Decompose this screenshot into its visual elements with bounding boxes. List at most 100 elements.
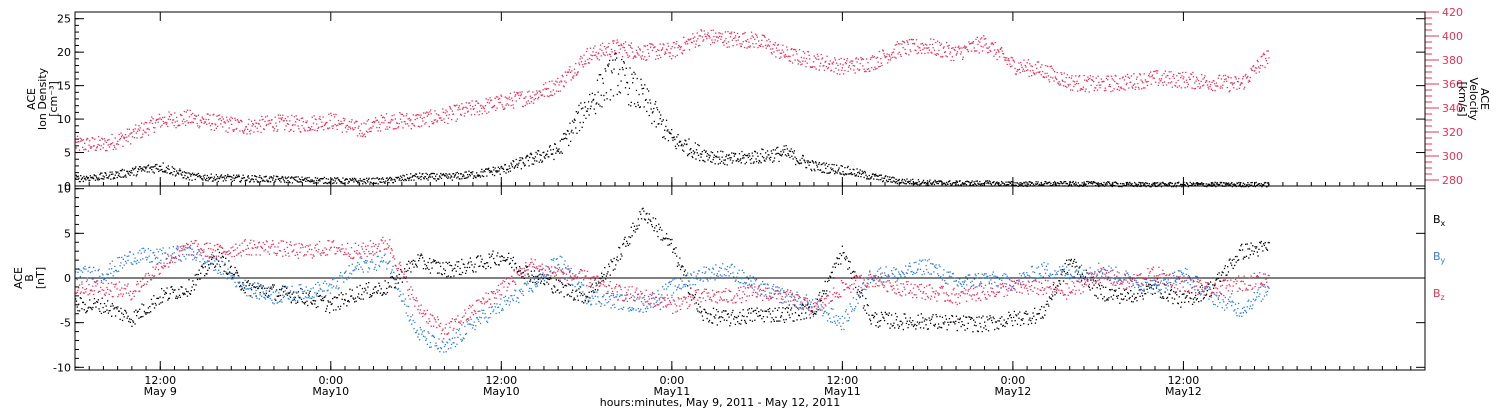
velocity-point: [241, 130, 244, 132]
b-point: [454, 267, 456, 270]
density-point: [572, 132, 574, 134]
b-point: [458, 273, 461, 275]
b-point: [114, 315, 117, 317]
velocity-point: [646, 44, 648, 47]
density-point: [937, 182, 939, 185]
velocity-point: [564, 71, 567, 73]
density-point: [373, 182, 375, 184]
velocity-point: [886, 53, 888, 55]
velocity-point: [721, 33, 723, 35]
density-point: [962, 182, 964, 184]
density-point: [992, 182, 994, 184]
velocity-point: [636, 51, 638, 54]
b-point: [143, 304, 145, 306]
velocity-point: [151, 116, 153, 118]
velocity-point: [753, 46, 755, 48]
velocity-point: [761, 34, 764, 36]
density-point: [145, 168, 147, 170]
b-point: [235, 272, 237, 274]
density-point: [633, 103, 636, 105]
density-point: [746, 155, 748, 157]
velocity-point: [206, 113, 208, 115]
b-point: [505, 259, 507, 261]
density-point: [105, 172, 107, 174]
b-point: [744, 321, 747, 323]
density-point: [686, 143, 688, 145]
velocity-point: [484, 110, 486, 112]
velocity-point: [979, 38, 982, 40]
b-point: [86, 310, 88, 312]
velocity-point: [1149, 76, 1151, 78]
density-point: [891, 181, 893, 183]
b-point: [603, 273, 605, 276]
velocity-point: [1084, 90, 1086, 92]
b-point: [153, 295, 155, 297]
density-point: [1142, 182, 1144, 184]
density-point: [675, 147, 677, 150]
density-point: [119, 175, 121, 178]
density-point: [1005, 181, 1007, 183]
velocity-point: [954, 49, 956, 51]
velocity-point: [83, 149, 85, 151]
velocity-point: [475, 100, 477, 102]
velocity-point: [395, 128, 397, 130]
velocity-point: [1135, 86, 1137, 88]
velocity-point: [522, 105, 524, 108]
density-point: [656, 107, 658, 109]
density-point: [447, 177, 449, 180]
velocity-point: [321, 121, 323, 123]
density-point: [336, 177, 338, 179]
velocity-point: [1050, 76, 1052, 78]
velocity-point: [509, 92, 512, 94]
b-point: [254, 286, 256, 288]
b-point: [801, 312, 803, 314]
density-point: [165, 170, 167, 172]
velocity-point: [846, 60, 848, 62]
b-point: [640, 213, 642, 215]
density-point: [611, 72, 613, 74]
velocity-point: [705, 36, 707, 38]
density-point: [951, 183, 953, 185]
velocity-point: [89, 140, 91, 142]
velocity-point: [780, 56, 782, 58]
density-point: [628, 104, 630, 106]
velocity-point: [1204, 75, 1206, 77]
density-point: [703, 160, 705, 162]
b-point: [162, 296, 164, 299]
velocity-point: [1214, 89, 1216, 92]
velocity-point: [931, 43, 934, 46]
velocity-point: [243, 132, 245, 134]
velocity-point: [1013, 59, 1015, 62]
velocity-point: [777, 43, 780, 46]
b-point: [741, 315, 743, 317]
density-point: [1031, 182, 1033, 184]
b-point: [119, 318, 121, 320]
velocity-point: [1045, 65, 1047, 67]
b-point: [293, 291, 295, 293]
b-point: [520, 272, 522, 274]
velocity-point: [1134, 83, 1136, 85]
b-point: [833, 263, 836, 265]
b-point: [745, 322, 747, 325]
velocity-point: [282, 114, 284, 116]
velocity-point: [534, 94, 536, 96]
velocity-point: [123, 136, 125, 138]
velocity-point: [938, 41, 941, 44]
density-point: [472, 177, 475, 179]
b-point: [312, 299, 314, 302]
b-point: [424, 263, 426, 266]
density-point: [594, 94, 596, 96]
velocity-point: [990, 43, 992, 45]
b-point: [949, 321, 951, 323]
velocity-point: [378, 121, 380, 123]
velocity-point: [552, 94, 554, 97]
b-point: [555, 279, 557, 281]
b-point: [226, 273, 228, 275]
density-point: [1119, 185, 1121, 188]
density-point: [586, 110, 588, 112]
b-point: [375, 291, 378, 293]
velocity-point: [622, 46, 624, 48]
density-point: [595, 103, 597, 105]
velocity-point: [597, 53, 599, 55]
density-point: [193, 173, 196, 175]
